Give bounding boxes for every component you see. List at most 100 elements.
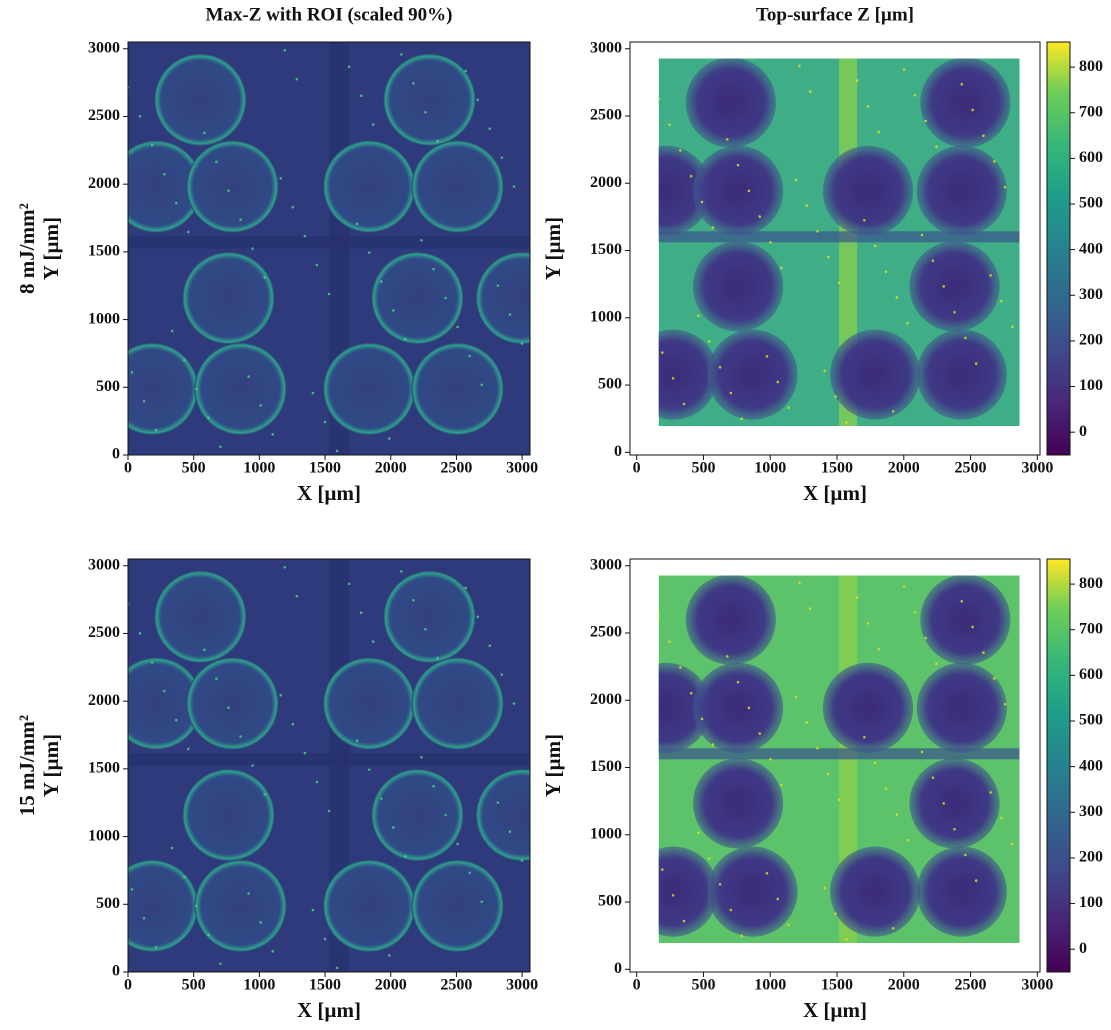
speck bbox=[138, 632, 142, 635]
speck bbox=[679, 666, 682, 669]
colorbar-tick-label: 500 bbox=[1079, 195, 1103, 212]
speck bbox=[982, 651, 985, 655]
speck bbox=[480, 900, 484, 904]
hole bbox=[685, 575, 776, 665]
speck bbox=[823, 886, 826, 890]
hole bbox=[830, 329, 921, 420]
y-tick-label: 1000 bbox=[88, 827, 120, 844]
speck bbox=[974, 879, 978, 882]
x-tick-label: 2500 bbox=[955, 460, 987, 477]
speck bbox=[826, 772, 830, 776]
hole bbox=[916, 662, 1007, 753]
speck bbox=[964, 853, 967, 857]
speck bbox=[740, 417, 743, 421]
speck bbox=[661, 868, 664, 871]
hole bbox=[154, 570, 247, 664]
speck bbox=[920, 750, 924, 754]
speck bbox=[697, 314, 700, 318]
speck bbox=[873, 761, 877, 765]
y-tick-label: 1000 bbox=[590, 308, 622, 325]
x-tick-label: 500 bbox=[182, 460, 206, 477]
speck bbox=[476, 98, 480, 102]
y-tick-label: 1500 bbox=[590, 758, 622, 775]
speck bbox=[747, 706, 751, 710]
speck bbox=[444, 296, 447, 300]
x-tick-label: 3000 bbox=[1021, 977, 1053, 994]
y-tick-label: 1500 bbox=[88, 243, 120, 260]
hole bbox=[658, 145, 712, 236]
speck bbox=[718, 365, 722, 369]
speck bbox=[219, 445, 222, 449]
speck bbox=[863, 218, 866, 222]
axes-frame bbox=[127, 558, 531, 973]
speck bbox=[689, 691, 693, 695]
speck bbox=[259, 921, 262, 924]
x-tick-label: 500 bbox=[691, 977, 715, 994]
speck bbox=[315, 780, 319, 784]
speck bbox=[464, 586, 467, 590]
x-tick-label: 1000 bbox=[754, 460, 786, 477]
speck bbox=[834, 912, 837, 915]
speck bbox=[367, 768, 371, 771]
speck bbox=[794, 695, 798, 699]
hole bbox=[411, 342, 504, 436]
y-axis-label: 8 mJ/mm² bbox=[15, 203, 39, 294]
hole bbox=[411, 859, 504, 953]
speck bbox=[729, 908, 733, 912]
y-axis-label: Y [µm] bbox=[541, 734, 565, 797]
hole bbox=[322, 657, 416, 750]
speck bbox=[711, 743, 715, 746]
heatmap-image bbox=[658, 58, 1020, 427]
hole bbox=[707, 329, 798, 420]
speck bbox=[162, 172, 166, 176]
x-tick-label: 3000 bbox=[506, 460, 538, 477]
speck bbox=[295, 77, 299, 81]
speck bbox=[424, 627, 427, 631]
x-tick-label: 0 bbox=[124, 460, 132, 477]
hole bbox=[830, 846, 921, 937]
speck bbox=[700, 717, 704, 721]
speck bbox=[971, 625, 974, 629]
y-axis-label: Y [µm] bbox=[541, 217, 565, 280]
y-tick-label: 3000 bbox=[590, 556, 622, 573]
colorbar-tick-label: 400 bbox=[1079, 240, 1103, 257]
speck bbox=[808, 607, 812, 610]
speck bbox=[855, 596, 859, 599]
speck bbox=[379, 280, 383, 283]
x-axis-label: X [µm] bbox=[803, 481, 867, 505]
speck bbox=[154, 428, 158, 432]
panel-title: Max-Z with ROI (scaled 90%) bbox=[206, 4, 453, 25]
speck bbox=[488, 644, 492, 648]
hole bbox=[692, 145, 784, 236]
speck bbox=[658, 614, 660, 618]
speck bbox=[671, 377, 675, 380]
speck bbox=[992, 160, 996, 163]
speck bbox=[496, 284, 500, 287]
speck bbox=[347, 65, 351, 69]
speck bbox=[456, 325, 459, 329]
y-tick-label: 3000 bbox=[88, 556, 120, 573]
speck bbox=[259, 404, 262, 407]
speck bbox=[787, 406, 790, 410]
x-tick-label: 2500 bbox=[955, 977, 987, 994]
speck bbox=[412, 82, 415, 85]
speck bbox=[315, 263, 319, 267]
speck bbox=[170, 329, 174, 333]
heatmap-image bbox=[658, 575, 1020, 944]
hole bbox=[822, 145, 914, 236]
speck bbox=[468, 354, 472, 358]
speck bbox=[823, 369, 826, 373]
speck bbox=[855, 79, 859, 82]
speck bbox=[239, 218, 242, 221]
speck bbox=[388, 954, 391, 957]
speck bbox=[924, 119, 927, 123]
colorbar-tick-label: 600 bbox=[1079, 666, 1103, 683]
hole bbox=[186, 657, 279, 750]
y-axis-label: Y [µm] bbox=[39, 734, 63, 797]
speck bbox=[837, 281, 841, 285]
x-tick-label: 0 bbox=[633, 977, 641, 994]
speck bbox=[271, 950, 275, 953]
speck bbox=[924, 636, 927, 640]
speck bbox=[740, 934, 743, 938]
hole bbox=[411, 140, 504, 233]
